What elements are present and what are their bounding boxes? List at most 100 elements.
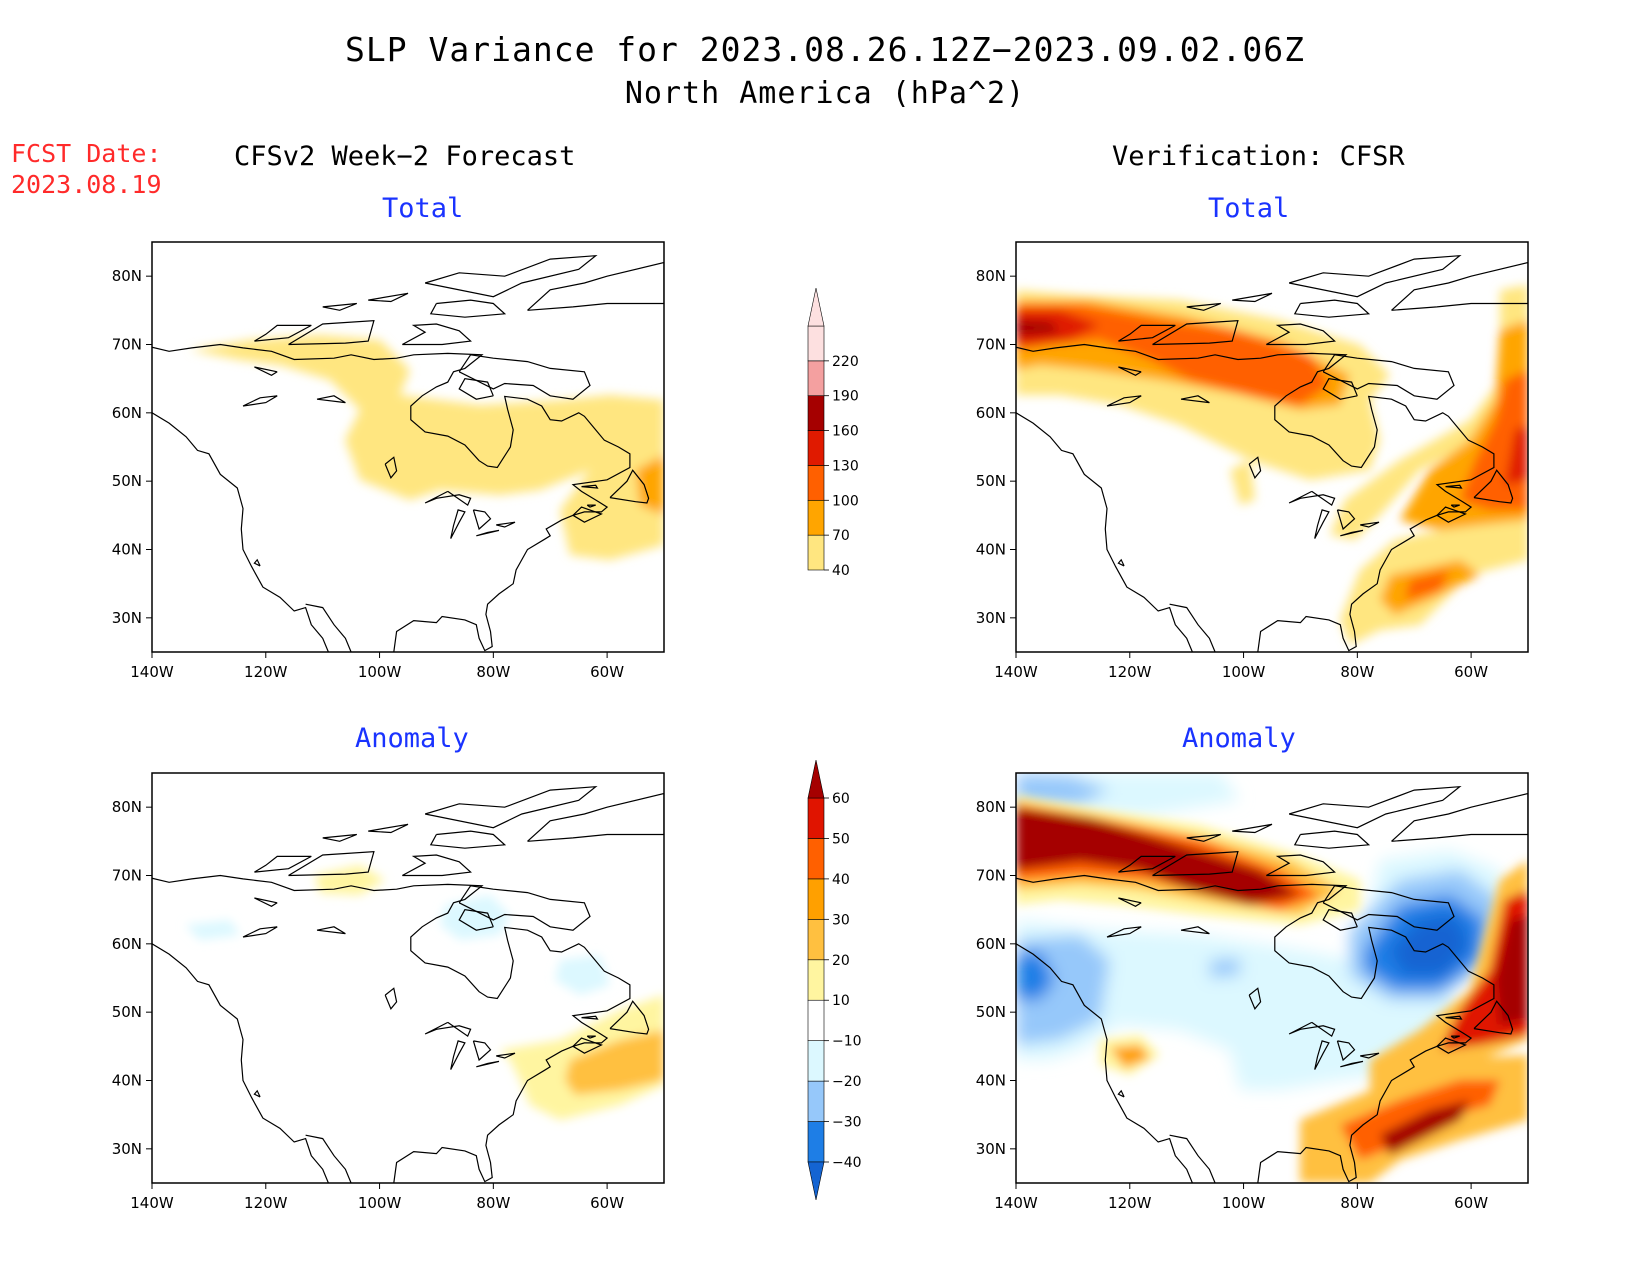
coastline — [1016, 343, 1495, 652]
coastline — [458, 885, 591, 931]
coastline — [1118, 897, 1142, 907]
colorbar-label: −10 — [832, 1034, 862, 1050]
lon-tick-label: 80W — [1340, 663, 1374, 681]
coastline — [1106, 926, 1142, 938]
coastline — [254, 855, 312, 873]
lat-tick-label: 30N — [112, 609, 142, 627]
lat-tick-label: 60N — [112, 935, 142, 953]
coastline — [496, 1052, 516, 1059]
coastline — [1169, 603, 1216, 652]
verify-anomaly-map — [1016, 773, 1528, 1183]
lat-tick-label: 50N — [976, 472, 1006, 490]
coastline — [496, 521, 516, 528]
forecast-anomaly-frame — [151, 772, 665, 1184]
forecast-total-shading — [190, 335, 664, 560]
verify-total-title: Total — [1208, 193, 1290, 224]
coastline — [527, 792, 664, 842]
verify-total-coastlines — [1016, 254, 1528, 652]
coastline — [1152, 319, 1239, 346]
lat-tick-label: 30N — [976, 609, 1006, 627]
coastline — [1293, 299, 1371, 318]
coastline — [1336, 509, 1356, 531]
verification-column-heading: Verification: CFSR — [1112, 141, 1405, 172]
coastline — [572, 1037, 603, 1054]
lat-tick-label: 70N — [976, 867, 1006, 885]
coastline — [424, 785, 598, 829]
coastline — [424, 490, 472, 507]
coastline — [288, 850, 375, 877]
verify-anomaly-frame — [1015, 772, 1529, 1184]
coastline — [1322, 354, 1455, 400]
lon-tick-label: 100W — [358, 1194, 402, 1212]
coastline — [1016, 412, 1193, 652]
coastline — [1293, 830, 1371, 849]
forecast-total-map — [152, 242, 664, 652]
coastline — [1436, 506, 1467, 523]
coastline — [253, 558, 261, 567]
colorbar-label: 20 — [832, 953, 850, 969]
forecast-total-coastlines — [152, 254, 664, 652]
lat-tick-label: 70N — [976, 336, 1006, 354]
lat-tick-label: 80N — [112, 798, 142, 816]
coastline — [1314, 1040, 1330, 1070]
verify-anomaly-shading — [1016, 773, 1528, 1183]
coastline — [1322, 909, 1358, 931]
lon-tick-label: 140W — [994, 1194, 1038, 1212]
chart-subtitle: North America (hPa^2) — [624, 76, 1026, 111]
colorbar-label: 190 — [832, 389, 859, 405]
colorbar-label: 40 — [832, 563, 850, 579]
colorbar-swatch — [807, 919, 825, 961]
lat-tick-label: 50N — [112, 1003, 142, 1021]
coastline — [1117, 1089, 1125, 1098]
forecast-anomaly-map — [152, 773, 664, 1183]
coastline — [1288, 490, 1336, 507]
coastline — [458, 354, 591, 400]
colorbar-label: 50 — [832, 831, 850, 847]
coastline — [476, 1060, 500, 1068]
lon-tick-label: 140W — [130, 1194, 174, 1212]
lat-tick-label: 40N — [112, 541, 142, 559]
coastline — [152, 412, 329, 652]
colorbar-label: 60 — [832, 791, 850, 807]
colorbar-swatch — [807, 534, 825, 571]
coastline — [450, 509, 466, 539]
coastline — [242, 395, 278, 407]
coastline — [476, 529, 500, 537]
lat-tick-label: 60N — [976, 935, 1006, 953]
fcst-date-value: 2023.08.19 — [11, 170, 162, 199]
lon-tick-label: 140W — [130, 663, 174, 681]
coastline — [1288, 254, 1462, 298]
lat-tick-label: 50N — [976, 1003, 1006, 1021]
coastline — [402, 854, 472, 877]
coastline — [1118, 366, 1142, 376]
verify-total-map — [1016, 242, 1528, 652]
coastline — [1180, 926, 1210, 935]
coastline — [429, 299, 507, 318]
coastline — [322, 833, 358, 842]
lat-tick-label: 70N — [112, 336, 142, 354]
coastline — [253, 1089, 261, 1098]
coastline — [242, 926, 278, 938]
forecast-anomaly-title: Anomaly — [355, 723, 469, 754]
coastline — [1450, 504, 1460, 508]
coastline — [305, 603, 352, 652]
coastline — [458, 378, 494, 400]
verify-total-shading — [1016, 285, 1528, 645]
coastline — [1288, 1021, 1336, 1038]
colorbar-swatch — [807, 430, 825, 466]
coastline — [254, 366, 278, 376]
colorbar-label: −30 — [832, 1115, 862, 1131]
lon-tick-label: 80W — [476, 1194, 510, 1212]
coastline — [1248, 987, 1262, 1010]
coastline — [1340, 529, 1364, 537]
colorbar-label: −40 — [832, 1155, 862, 1171]
verify-total-frame — [1015, 241, 1529, 653]
colorbar-swatch — [807, 499, 825, 536]
coastline — [1106, 395, 1142, 407]
coastline — [1322, 885, 1455, 931]
coastline — [152, 343, 631, 652]
colorbar-label: 160 — [832, 424, 859, 440]
coastline — [609, 469, 650, 504]
colorbar-top-extension — [807, 287, 825, 327]
